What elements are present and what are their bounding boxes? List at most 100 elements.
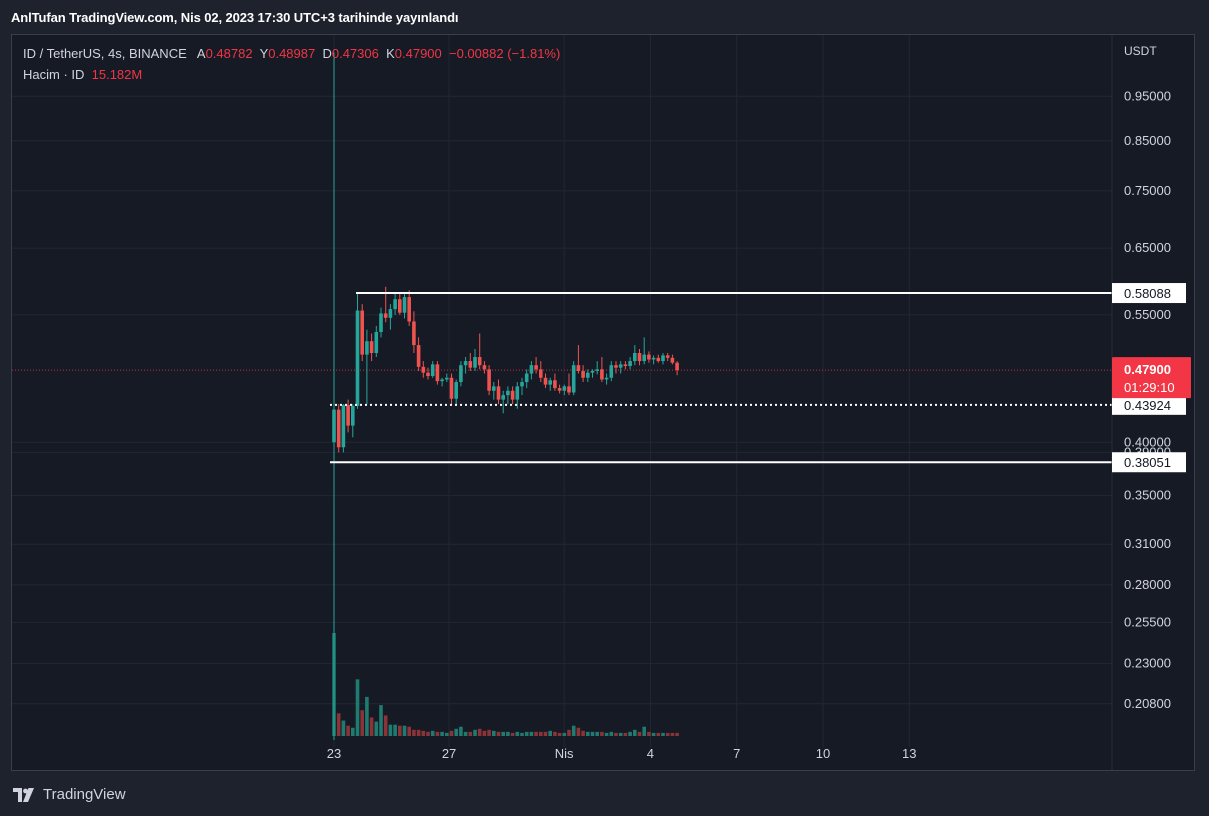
volume-bar (529, 731, 534, 736)
x-tick-label: Nis (555, 746, 574, 761)
volume-bar (440, 731, 444, 736)
candle-body (618, 364, 623, 368)
volume-bar (449, 730, 454, 736)
chart-frame[interactable]: USDT 0.95000 0.85000 0.75000 0.65000 0.55000 0… (11, 34, 1195, 771)
candle (459, 361, 463, 387)
candle (637, 349, 642, 366)
candle (421, 361, 426, 378)
volume-bar (590, 731, 595, 736)
candle-body (468, 361, 473, 368)
candle (520, 377, 524, 396)
candle (393, 293, 397, 315)
candle-body (383, 313, 388, 318)
candle (604, 373, 609, 385)
candle (379, 307, 383, 338)
candle (543, 373, 548, 389)
candle-body (553, 380, 557, 389)
candles (332, 52, 679, 740)
volume-bar (581, 730, 585, 736)
volume-bar (524, 731, 529, 736)
candle-body (581, 371, 585, 378)
volume-bar (539, 731, 543, 736)
candle (496, 379, 501, 405)
candle (440, 377, 444, 387)
x-tick-label: 13 (902, 746, 916, 761)
volume-bar (628, 731, 632, 736)
candle-body (402, 297, 407, 313)
volume-bar (487, 729, 491, 736)
x-tick-label: 7 (733, 746, 740, 761)
candle (642, 337, 646, 365)
candle-body (435, 364, 440, 382)
candle-body (571, 365, 576, 393)
level-label: 0.43924 (1112, 394, 1186, 415)
candle (595, 361, 599, 375)
candle-body (633, 353, 637, 362)
volume-bar (633, 729, 637, 736)
volume-bar (407, 726, 411, 736)
volume-bars (332, 633, 679, 736)
candle (501, 390, 505, 414)
high-value: 0.48987 (268, 46, 316, 61)
level-label: 0.38051 (1112, 452, 1186, 473)
candle (346, 399, 350, 433)
volume-bar (623, 732, 628, 736)
volume-bar (468, 731, 473, 736)
volume-bar (670, 732, 675, 736)
volume-bar (416, 729, 421, 736)
price-chart[interactable]: USDT 0.95000 0.85000 0.75000 0.65000 0.55000 0… (12, 35, 1194, 770)
candle (482, 361, 487, 374)
y-tick-label: 0.28000 (1124, 577, 1171, 592)
candle-body (440, 379, 444, 382)
candle-body (482, 365, 487, 370)
volume-bar (383, 715, 388, 736)
candle-body (374, 331, 379, 354)
level-label-text: 0.58088 (1124, 286, 1171, 301)
volume-bar (600, 731, 604, 736)
candle (341, 404, 346, 453)
candle-body (557, 388, 562, 391)
candle (506, 386, 510, 405)
y-tick-label: 0.95000 (1124, 88, 1171, 103)
volume-bar (637, 731, 642, 736)
candle (336, 404, 341, 453)
candle-body (520, 382, 524, 387)
candle-body (670, 357, 675, 363)
volume-bar (595, 731, 599, 736)
y-tick-label: 0.65000 (1124, 240, 1171, 255)
volume-bar (571, 725, 576, 736)
volume-bar (430, 730, 435, 736)
y-tick-label: 0.55000 (1124, 307, 1171, 322)
volume-bar (412, 729, 416, 736)
volume-bar (661, 732, 665, 736)
volume-label: Hacim · ID (23, 67, 85, 82)
candle-body (477, 357, 482, 366)
brand-name: TradingView (43, 786, 126, 803)
candle (487, 365, 491, 396)
volume-bar (492, 730, 496, 736)
volume-bar (355, 679, 360, 736)
y-tick-label: 0.31000 (1124, 536, 1171, 551)
candle (670, 354, 675, 365)
volume-bar (365, 696, 369, 736)
footer-brand[interactable]: TradingView (13, 786, 126, 803)
candle (628, 357, 632, 370)
volume-bar (454, 728, 458, 736)
x-tick-label: 27 (442, 746, 456, 761)
y-tick-label: 0.23000 (1124, 656, 1171, 671)
candle (355, 293, 360, 409)
candle (463, 357, 468, 374)
candle (609, 361, 614, 382)
y-tick-label: 0.75000 (1124, 183, 1171, 198)
candle-body (496, 386, 501, 400)
volume-bar (421, 730, 426, 736)
candle-body (459, 365, 463, 383)
volume-bar (402, 725, 407, 736)
volume-bar (609, 731, 614, 736)
candle (675, 361, 679, 376)
x-tick-label: 10 (816, 746, 830, 761)
candle-body (346, 405, 350, 426)
candle (562, 384, 567, 396)
candle-body (524, 373, 529, 383)
candle-body (421, 366, 426, 373)
